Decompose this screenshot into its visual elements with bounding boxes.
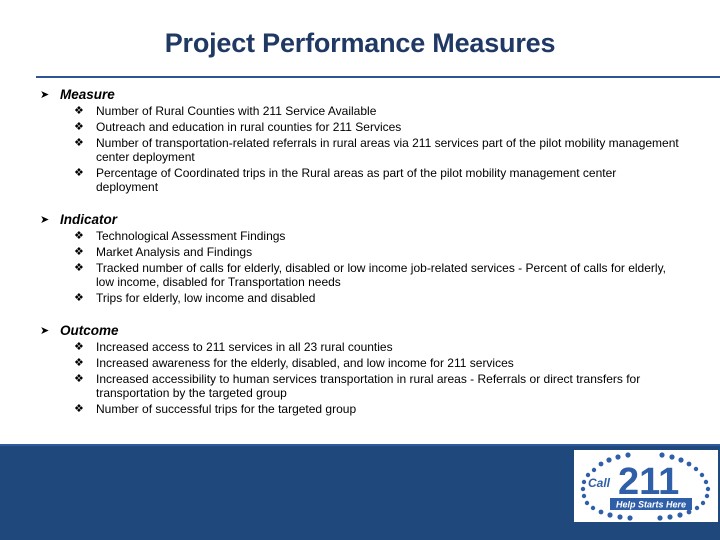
bullet-list: ❖ Technological Assessment Findings ❖ Mark…: [40, 229, 680, 305]
diamond-bullet-icon: ❖: [74, 403, 84, 415]
section-heading: ➤ Outcome: [40, 322, 680, 338]
logo-dot-ring: [580, 452, 711, 521]
list-item: ❖ Trips for elderly, low income and disab…: [74, 291, 316, 305]
list-item: ❖ Technological Assessment Findings: [74, 229, 286, 243]
list-item: ❖ Percentage of Coordinated trips in the …: [74, 166, 617, 194]
list-item: ❖ Increased access to 211 services in all…: [74, 340, 393, 354]
list-item: ❖ Number of successful trips for the targ…: [74, 402, 357, 416]
slide-content: ➤ Measure ❖ Number of Rural Counties with…: [40, 86, 680, 433]
slide-title: Project Performance Measures: [164, 28, 556, 58]
footer-divider: [0, 444, 720, 446]
arrow-bullet-icon: ➤: [40, 213, 50, 226]
logo-call-text: Call: [588, 476, 611, 490]
diamond-bullet-icon: ❖: [74, 373, 84, 385]
section-heading: ➤ Indicator: [40, 211, 680, 227]
section-label: Measure: [60, 86, 115, 102]
diamond-bullet-icon: ❖: [74, 341, 84, 353]
section-label: Outcome: [60, 322, 119, 338]
logo-tagline-band: [610, 498, 692, 510]
call-211-logo: Call 211 Help Starts Here: [574, 450, 718, 522]
list-item: ❖ Number of Rural Counties with 211 Servi…: [74, 104, 377, 118]
diamond-bullet-icon: ❖: [74, 105, 84, 117]
list-item: ❖ Outreach and education in rural countie…: [74, 120, 402, 134]
diamond-bullet-icon: ❖: [74, 230, 84, 242]
logo-tagline-text: Help Starts Here: [616, 500, 686, 510]
diamond-bullet-icon: ❖: [74, 167, 84, 179]
arrow-bullet-icon: ➤: [40, 324, 50, 337]
list-item: ❖ Increased accessibility to human servic…: [74, 372, 641, 400]
logo-graphic: Call 211 Help Starts Here: [580, 452, 711, 521]
diamond-bullet-icon: ❖: [74, 246, 84, 258]
section-heading: ➤ Measure: [40, 86, 680, 102]
list-item: ❖ Tracked number of calls for elderly, di…: [74, 261, 667, 289]
section-label: Indicator: [60, 211, 118, 227]
bullet-list: ❖ Number of Rural Counties with 211 Servi…: [40, 104, 680, 194]
arrow-bullet-icon: ➤: [40, 88, 50, 101]
section-indicator: ➤ Indicator ❖ Technological Assessment Fi…: [40, 211, 680, 306]
list-item: ❖ Increased awareness for the elderly, di…: [74, 356, 514, 370]
diamond-bullet-icon: ❖: [74, 121, 84, 133]
section-outcome: ➤ Outcome ❖ Increased access to 211 servi…: [40, 322, 680, 417]
list-item: ❖ Number of transportation-related referr…: [74, 136, 679, 164]
diamond-bullet-icon: ❖: [74, 292, 84, 304]
diamond-bullet-icon: ❖: [74, 357, 84, 369]
title-divider: [36, 76, 720, 78]
bullet-list: ❖ Increased access to 211 services in all…: [40, 340, 680, 416]
diamond-bullet-icon: ❖: [74, 262, 84, 274]
logo-number-text: 211: [618, 461, 679, 503]
section-measure: ➤ Measure ❖ Number of Rural Counties with…: [40, 86, 680, 195]
diamond-bullet-icon: ❖: [74, 137, 84, 149]
list-item: ❖ Market Analysis and Findings: [74, 245, 253, 259]
